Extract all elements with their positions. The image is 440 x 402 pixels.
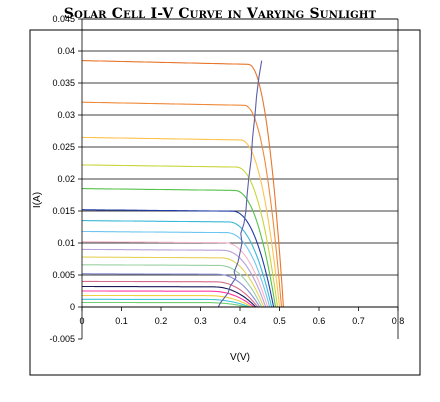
iv-curve-7 <box>82 220 273 308</box>
x-tick-label: 0.6 <box>313 316 326 326</box>
y-tick-label: 0.035 <box>52 78 75 88</box>
y-tick-label: -0.005 <box>49 334 75 344</box>
gridlines <box>82 18 398 276</box>
y-axis-label: I(A) <box>32 192 43 208</box>
y-tick-label: 0.02 <box>57 174 75 184</box>
x-tick-label: 0.8 <box>392 316 405 326</box>
iv-curve-9 <box>82 241 269 308</box>
iv-curve-8 <box>82 230 271 308</box>
x-tick-label: 0.7 <box>352 316 365 326</box>
y-tick-label: 0.025 <box>52 142 75 152</box>
iv-curve-11 <box>82 256 265 308</box>
y-tick-label: 0 <box>70 302 75 312</box>
x-tick-label: 0.4 <box>234 316 247 326</box>
y-tick-label: 0.045 <box>52 14 75 24</box>
y-tick-label: 0.04 <box>57 46 75 56</box>
axes: -0.005 0 0.005 0.01 0.015 0.02 0.025 0.03 0.035 0… <box>49 14 404 344</box>
iv-curve-12 <box>82 264 263 308</box>
x-tick-label: 0 <box>79 316 84 326</box>
chart-title: Solar Cell I-V Curve in Varying Sunlight <box>63 6 377 22</box>
iv-curve-6 <box>82 209 275 308</box>
y-tick-label: 0.03 <box>57 110 75 120</box>
x-tick-label: 0.3 <box>194 316 207 326</box>
iv-curve-14 <box>82 280 259 308</box>
iv-curve-3 <box>82 136 281 308</box>
x-tick-label: 0.1 <box>115 316 128 326</box>
iv-curve-15 <box>82 285 257 308</box>
x-tick-label: 0.5 <box>273 316 286 326</box>
iv-curve-5 <box>82 188 277 308</box>
y-tick-label: 0.015 <box>52 206 75 216</box>
max-power-curve <box>217 60 263 308</box>
iv-curve-10 <box>82 248 267 308</box>
chart-frame <box>29 29 421 376</box>
iv-curve-2 <box>82 101 283 308</box>
iv-curve-13 <box>82 273 261 308</box>
y-tick-label: 0.005 <box>52 270 75 280</box>
iv-curve-4 <box>82 164 279 308</box>
x-tick-label: 0.2 <box>155 316 168 326</box>
iv-curve-17 <box>82 294 253 308</box>
iv-curve-1 <box>82 60 359 308</box>
y-tick-label: 0.01 <box>57 238 75 248</box>
series-lines <box>82 60 359 308</box>
x-axis-label: V(V) <box>230 352 250 363</box>
iv-curve-16 <box>82 290 255 308</box>
